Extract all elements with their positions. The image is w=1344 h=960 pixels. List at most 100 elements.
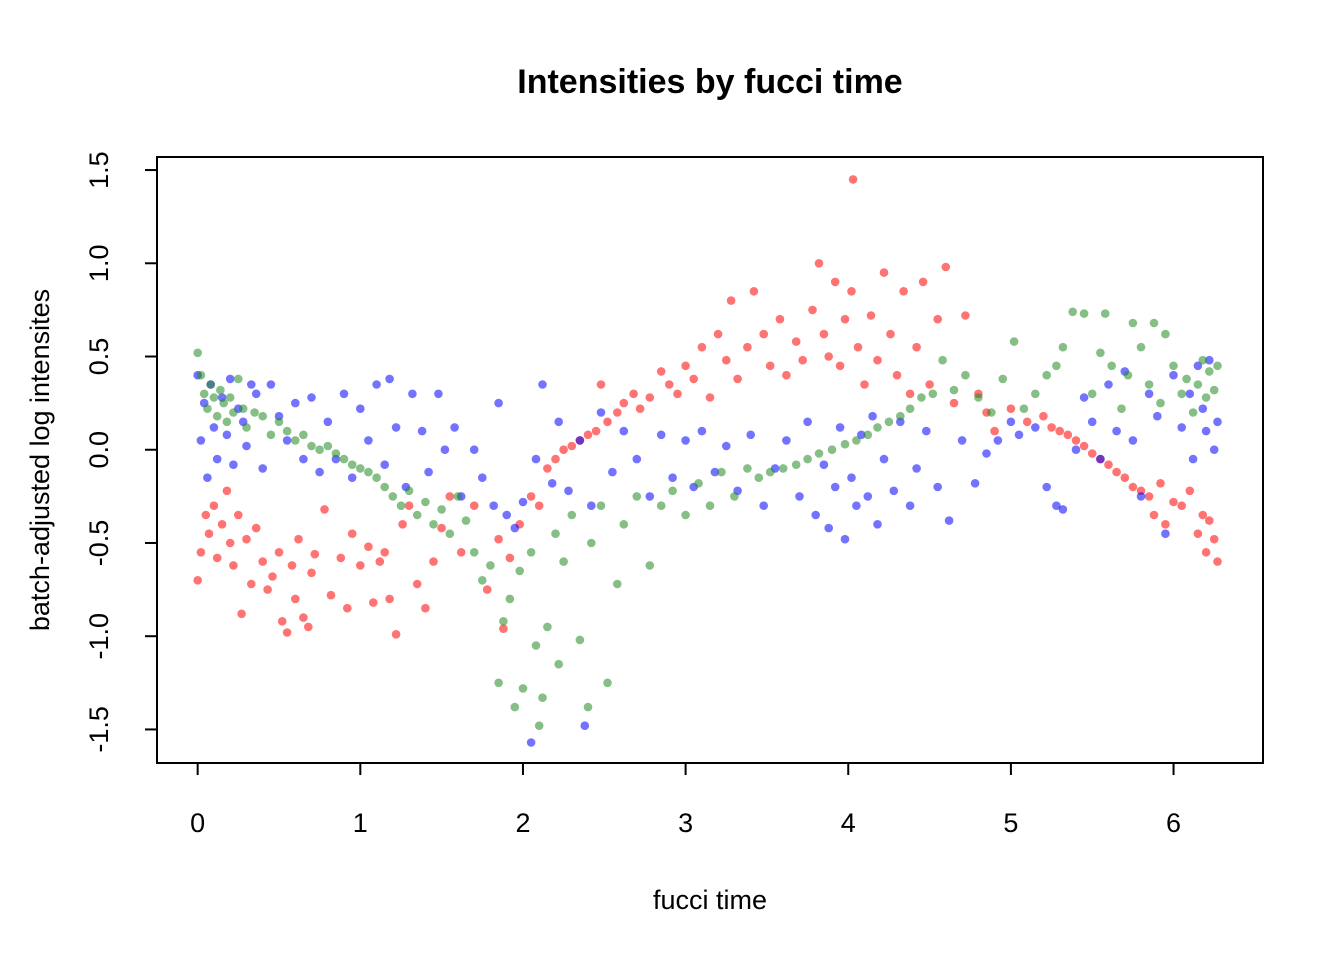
y-axis-label: batch-adjusted log intensites	[25, 289, 55, 631]
data-point	[852, 436, 861, 445]
data-point	[853, 342, 863, 352]
data-point	[398, 520, 407, 529]
data-point	[538, 380, 547, 389]
data-point	[274, 548, 284, 557]
data-point	[1071, 436, 1081, 445]
data-point	[526, 548, 536, 557]
data-point	[1014, 430, 1024, 440]
data-point	[518, 497, 528, 507]
data-point	[998, 374, 1008, 384]
data-point	[705, 393, 715, 402]
data-point	[982, 449, 991, 458]
data-point	[291, 398, 300, 408]
data-point	[835, 361, 845, 371]
data-point	[505, 594, 515, 604]
data-point	[1156, 398, 1165, 408]
data-point	[385, 594, 394, 604]
data-point	[1058, 342, 1068, 352]
data-point	[291, 594, 300, 604]
data-point	[242, 423, 251, 432]
data-point	[1209, 445, 1219, 455]
data-point	[1100, 309, 1110, 318]
data-point	[526, 738, 536, 747]
data-point	[391, 423, 401, 432]
data-point	[510, 523, 520, 533]
data-point	[949, 385, 959, 395]
data-point	[212, 411, 222, 421]
data-point	[803, 454, 812, 464]
data-point	[1149, 510, 1159, 520]
data-point	[798, 355, 807, 365]
data-point	[840, 314, 850, 324]
data-point	[268, 572, 277, 581]
data-point	[1006, 417, 1016, 427]
data-point	[886, 329, 895, 339]
data-point	[429, 557, 438, 566]
data-point	[827, 445, 837, 455]
data-point	[404, 486, 414, 496]
data-point	[510, 702, 520, 712]
data-point	[632, 454, 642, 464]
data-point	[1136, 342, 1146, 352]
data-point	[1123, 370, 1133, 380]
data-point	[456, 548, 466, 557]
data-point	[1052, 501, 1061, 511]
data-point	[369, 598, 378, 607]
data-point	[356, 404, 365, 414]
data-point	[229, 408, 238, 417]
data-point	[396, 501, 406, 511]
data-point	[860, 380, 869, 389]
data-point	[697, 342, 707, 352]
data-point	[1201, 548, 1211, 557]
data-point	[1058, 505, 1068, 514]
data-point	[603, 417, 612, 427]
data-point	[1193, 361, 1203, 371]
data-point	[782, 370, 791, 380]
data-point	[949, 398, 959, 408]
data-point	[1055, 426, 1064, 436]
data-point	[710, 467, 720, 477]
data-point	[310, 549, 320, 559]
data-point	[263, 585, 272, 594]
data-point	[247, 579, 256, 589]
data-point	[866, 311, 876, 320]
data-point	[575, 635, 585, 645]
data-point	[1087, 449, 1097, 458]
data-point	[918, 277, 928, 287]
data-point	[957, 436, 967, 445]
data-point	[282, 426, 292, 436]
data-point	[242, 441, 251, 451]
data-point	[925, 380, 934, 389]
data-point	[217, 520, 227, 529]
data-point	[364, 436, 373, 445]
data-point	[1136, 492, 1146, 501]
data-point	[193, 576, 202, 585]
data-point	[873, 423, 882, 432]
data-point	[196, 548, 206, 557]
data-point	[1193, 380, 1203, 389]
data-point	[1087, 417, 1097, 427]
data-point	[848, 175, 858, 184]
data-point	[1205, 355, 1214, 365]
data-point	[591, 426, 601, 436]
data-point	[1169, 361, 1178, 371]
data-point	[1205, 367, 1214, 376]
data-point	[1144, 380, 1154, 389]
data-point	[1213, 361, 1222, 371]
data-point	[795, 492, 804, 501]
data-point	[811, 510, 820, 520]
data-point	[765, 467, 775, 477]
data-point	[1205, 516, 1214, 525]
data-point	[1071, 445, 1081, 455]
data-point	[445, 529, 455, 538]
data-point	[380, 460, 390, 470]
data-point	[1128, 482, 1138, 492]
data-point	[440, 445, 450, 455]
x-tick-label: 6	[1166, 808, 1181, 838]
data-point	[847, 287, 856, 296]
data-point	[635, 404, 645, 414]
data-point	[320, 505, 329, 514]
data-point	[494, 398, 503, 408]
data-point	[681, 361, 690, 371]
data-point	[970, 479, 980, 488]
